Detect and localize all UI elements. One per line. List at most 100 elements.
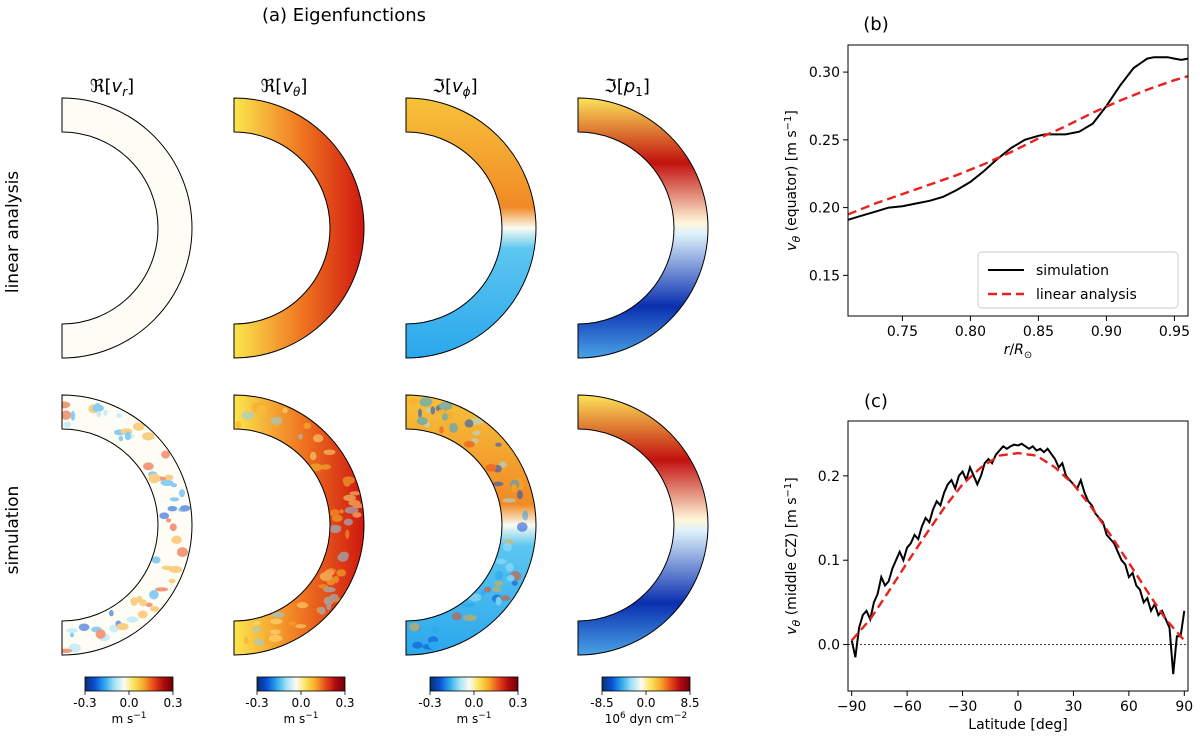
texture-blob: [95, 629, 106, 639]
col-vr-sym: v: [112, 76, 123, 97]
row-label-linear: linear analysis: [3, 171, 23, 293]
chart-b: 0.75 0.80 0.85 0.90 0.95 0.15 0.20 0.25 0.30 r/R⊙…: [783, 44, 1190, 361]
y-axis-label: vθ (equator) [m s−1]: [783, 110, 803, 251]
texture-blob: [269, 629, 281, 635]
texture-blob: [288, 621, 296, 626]
colorbar-unit: 106 dyn cm−2: [605, 711, 688, 726]
texture-blob: [149, 589, 159, 600]
x-tick-label: 60: [1120, 699, 1138, 715]
legend-box: [977, 251, 1179, 309]
colorbar-tick-label: 0.3: [163, 696, 182, 710]
texture-blob: [345, 529, 350, 540]
texture-blob: [309, 463, 323, 472]
colorbar-tick-label: 0.0: [636, 696, 655, 710]
plot-area: [848, 421, 1188, 691]
shell-outline-p1-simulation: [577, 394, 709, 656]
texture-blob: [164, 474, 174, 481]
texture-blob: [463, 440, 475, 448]
texture-blob: [169, 523, 177, 532]
col-vr-sub: r: [122, 85, 128, 99]
texture-blob: [124, 431, 131, 441]
texture-blob: [62, 401, 71, 409]
colorbar-tick-label: -8.5: [590, 696, 613, 710]
y-tick-label: 0.0: [818, 638, 840, 654]
column-header-vr: ℜ[vr]: [90, 76, 134, 99]
texture-blob: [343, 494, 357, 502]
texture-blob: [155, 587, 169, 592]
texture-blob: [251, 402, 258, 413]
x-tick-label: 0: [1014, 699, 1023, 715]
texture-blob: [329, 593, 339, 601]
texture-blob: [439, 401, 453, 411]
texture-blob: [254, 637, 267, 646]
texture-blob: [463, 614, 477, 622]
y-tick-label: 0.15: [809, 268, 840, 284]
texture-blob: [495, 442, 502, 447]
texture-blob: [145, 602, 153, 608]
shell-fill-p1-linear: [578, 98, 708, 358]
y-tick-label: 0.2: [818, 469, 840, 485]
texture-blob: [130, 597, 138, 606]
texture-blob: [96, 411, 102, 418]
texture-blob: [344, 506, 359, 514]
eigenfunction-shells: [61, 97, 709, 656]
texture-blob: [142, 432, 155, 441]
texture-blob: [505, 562, 514, 572]
texture-blob: [63, 421, 72, 428]
texture-blob: [449, 422, 458, 433]
texture-blob: [296, 602, 309, 609]
texture-blob: [416, 417, 428, 426]
texture-blob: [241, 410, 255, 420]
colorbar-unit: m s−1: [111, 711, 146, 726]
shell-outline-vphi-linear: [405, 97, 537, 359]
panel-b-label: (b): [863, 14, 888, 35]
texture-blob: [336, 569, 347, 577]
shell-p1-simulation: [577, 394, 709, 656]
texture-blob: [159, 512, 170, 520]
series-linear-line: [850, 451, 1186, 642]
texture-blob: [484, 586, 492, 593]
colorbar-rect-vr: [84, 676, 174, 692]
texture-blob: [441, 412, 448, 421]
texture-blob: [148, 473, 161, 484]
texture-blob: [109, 609, 114, 617]
y-tick-label: 0.25: [809, 133, 840, 149]
texture-blob: [103, 409, 108, 416]
colorbar-tick-label: -0.3: [245, 696, 268, 710]
colorbar-tick-label: 0.3: [335, 696, 354, 710]
legend: simulation linear analysis: [977, 251, 1179, 309]
texture-blob: [324, 569, 335, 576]
x-axis-label: Latitude [deg]: [968, 717, 1067, 733]
texture-blob: [333, 575, 340, 584]
shell-texture-vr: [62, 401, 191, 653]
shell-fill-vphi-simulation: [406, 395, 536, 655]
texture-blob: [511, 579, 518, 586]
texture-blob: [323, 449, 336, 455]
texture-blob: [339, 509, 344, 514]
texture-blob: [151, 556, 161, 564]
x-tick-label: 0.90: [1091, 324, 1122, 340]
texture-blob: [69, 632, 75, 638]
texture-blob: [167, 505, 178, 512]
shell-outline-vtheta-simulation: [233, 394, 365, 656]
texture-blob: [109, 624, 119, 633]
texture-blob: [160, 479, 174, 486]
colorbar-tick-label: 8.5: [680, 696, 699, 710]
texture-blob: [342, 476, 355, 485]
texture-blob: [494, 570, 504, 581]
texture-blob: [62, 410, 72, 420]
texture-blob: [78, 623, 90, 632]
svg-text:ℜ[vr]: ℜ[vr]: [90, 76, 134, 99]
texture-blob: [417, 408, 423, 418]
texture-blob: [496, 558, 507, 565]
colorbar-rect-vtheta: [256, 676, 346, 692]
texture-blob: [161, 450, 170, 459]
texture-blob: [149, 605, 160, 612]
texture-blob: [282, 407, 288, 414]
x-tick-label: 0.95: [1159, 324, 1190, 340]
y-axis-label: vθ (middle CZ) [m s−1]: [783, 477, 803, 635]
texture-blob: [258, 631, 264, 641]
texture-blob: [472, 430, 481, 436]
colorbar-unit: m s−1: [283, 711, 318, 726]
shell-p1-linear: [577, 97, 709, 359]
